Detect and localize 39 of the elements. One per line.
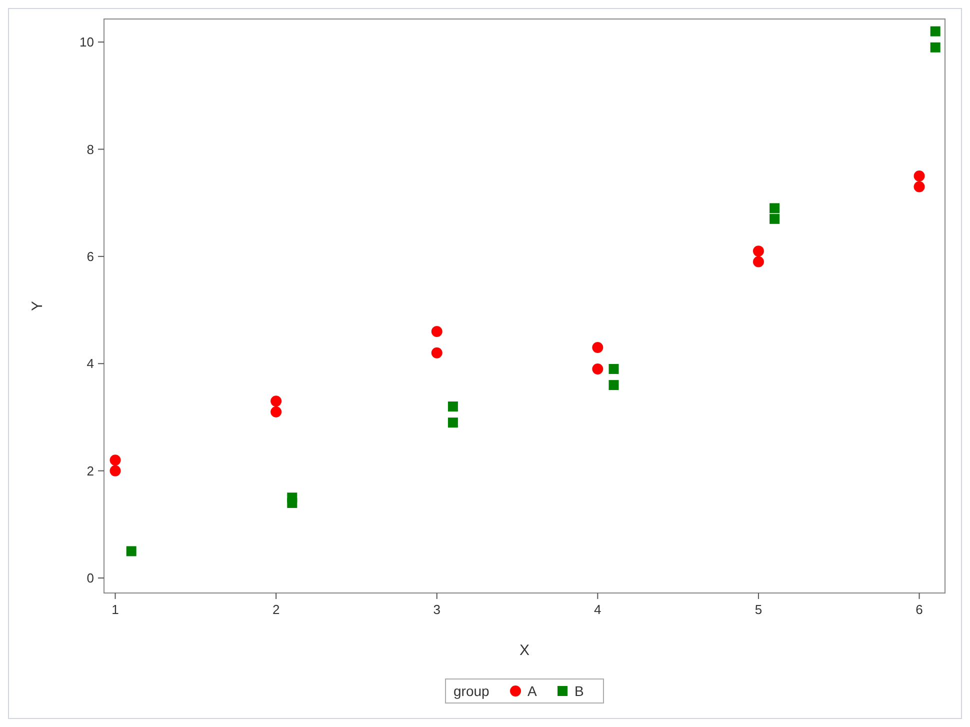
point [592, 363, 604, 374]
legend-title: group [454, 682, 490, 699]
y-tick-label: 8 [86, 142, 94, 157]
x-tick-label: 2 [272, 602, 280, 617]
y-tick-label: 6 [86, 248, 94, 264]
point [270, 406, 282, 418]
point [126, 546, 136, 556]
point [448, 418, 458, 428]
y-tick-label: 4 [86, 356, 94, 372]
y-tick-label: 0 [86, 570, 94, 586]
point [110, 454, 121, 466]
legend-label: A [528, 682, 538, 699]
point [431, 347, 442, 358]
x-tick-label: 3 [433, 602, 440, 617]
point [431, 326, 442, 337]
point [592, 342, 604, 354]
point [770, 214, 780, 224]
y-tick-label: 2 [86, 463, 94, 478]
point [270, 396, 282, 407]
x-tick-label: 1 [112, 602, 119, 617]
point [914, 170, 925, 182]
point [752, 256, 764, 268]
point [752, 246, 764, 257]
point [608, 364, 619, 374]
point [110, 465, 121, 476]
point [914, 181, 925, 192]
y-tick-label: 10 [80, 34, 94, 50]
x-tick-label: 4 [594, 602, 602, 617]
x-tick-label: 5 [754, 602, 762, 617]
point [448, 401, 458, 412]
y-axis-title: Y [29, 300, 46, 312]
point [287, 498, 298, 508]
point [770, 203, 780, 214]
point [930, 26, 940, 36]
point [930, 42, 940, 52]
legend-label: B [574, 682, 584, 699]
point [608, 380, 619, 390]
x-tick-label: 6 [916, 602, 923, 617]
x-axis-title: X [519, 642, 530, 659]
